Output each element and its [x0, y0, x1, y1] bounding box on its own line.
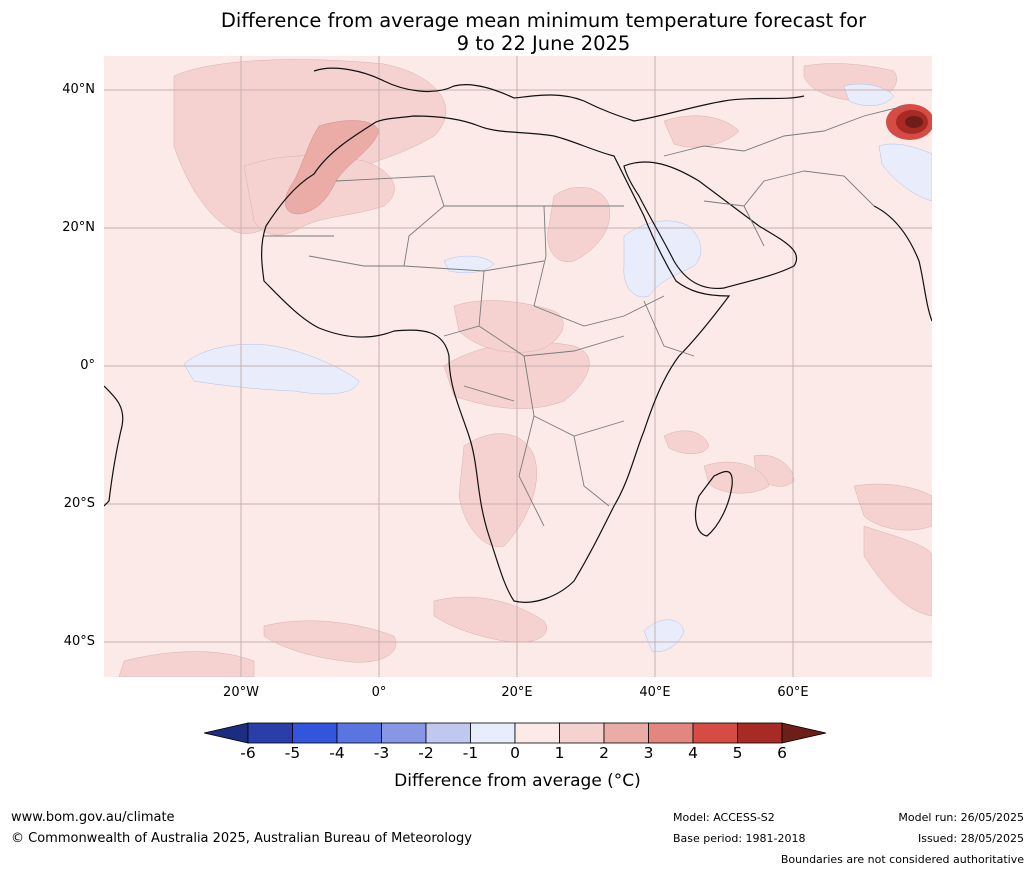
colorbar-extend-min: [204, 722, 249, 744]
colorbar-segment: [292, 722, 338, 744]
lon-label-20w: 20°W: [223, 685, 259, 700]
colorbar-segment: [470, 722, 516, 744]
colorbar-tick-label: 3: [643, 744, 654, 762]
footer-model-run: Model run: 26/05/2025: [898, 811, 1024, 824]
europe-coast: [313, 67, 805, 122]
south-america-coast: [104, 385, 124, 507]
colorbar-segment: [603, 722, 649, 744]
colorbar-segment: [247, 722, 293, 744]
lat-label-40s: 40°S: [63, 634, 95, 649]
lat-label-40n: 40°N: [62, 82, 95, 97]
colorbar-tick-label: -3: [373, 744, 390, 762]
india-coast: [873, 205, 932, 322]
footer-base-period: Base period: 1981-2018: [673, 832, 806, 845]
colorbar-tick-label: 1: [554, 744, 565, 762]
anomaly-himalaya: [886, 104, 932, 140]
colorbar-tick-label: -1: [462, 744, 479, 762]
footer-issued: Issued: 28/05/2025: [917, 832, 1024, 845]
colorbar-tick-label: 0: [510, 744, 520, 762]
lat-label-20n: 20°N: [62, 220, 95, 235]
anomaly-2-3: [285, 120, 380, 215]
colorbar-segment: [425, 722, 471, 744]
title-line-2: 9 to 22 June 2025: [456, 32, 631, 55]
chart-title: Difference from average mean minimum tem…: [0, 9, 1035, 55]
lon-label-20e: 20°E: [501, 685, 533, 700]
country-borders: [264, 105, 905, 527]
title-line-1: Difference from average mean minimum tem…: [220, 9, 867, 32]
footer-disclaimer: Boundaries are not considered authoritat…: [780, 853, 1024, 866]
colorbar-tick-label: 2: [599, 744, 609, 762]
africa-coast: [261, 115, 731, 603]
colorbar-extend-max: [781, 722, 827, 744]
coastlines: [104, 67, 932, 603]
colorbar-segment: [737, 722, 783, 744]
colorbar-tick-label: 5: [732, 744, 743, 762]
lat-label-0: 0°: [80, 358, 95, 373]
anomaly-map: [104, 56, 932, 677]
colorbar-tick-label: -5: [284, 744, 301, 762]
lon-label-60e: 60°E: [777, 685, 809, 700]
colorbar-label: Difference from average (°C): [394, 771, 641, 791]
lat-label-20s: 20°S: [63, 496, 95, 511]
colorbar: [204, 722, 827, 744]
arabia-coast: [623, 161, 798, 290]
colorbar-segment: [514, 722, 560, 744]
lon-label-40e: 40°E: [639, 685, 671, 700]
map-gridlines: [104, 56, 932, 677]
colorbar-segment: [559, 722, 605, 744]
colorbar-segment: [692, 722, 738, 744]
footer-website: www.bom.gov.au/climate: [11, 810, 175, 825]
colorbar-segment: [336, 722, 382, 744]
colorbar-segment: [381, 722, 427, 744]
footer-model: Model: ACCESS-S2: [673, 811, 775, 824]
colorbar-tick-label: -6: [240, 744, 256, 762]
footer-copyright: © Commonwealth of Australia 2025, Austra…: [11, 831, 472, 846]
madagascar-coast: [694, 471, 733, 537]
colorbar-segment: [648, 722, 694, 744]
colorbar-tick-label: -2: [418, 744, 434, 762]
colorbar-tick-label: 6: [777, 744, 787, 762]
colorbar-tick-label: -4: [329, 744, 345, 762]
anomaly-neg: [183, 83, 932, 652]
lon-label-0: 0°: [371, 685, 387, 700]
colorbar-tick-label: 4: [688, 744, 698, 762]
